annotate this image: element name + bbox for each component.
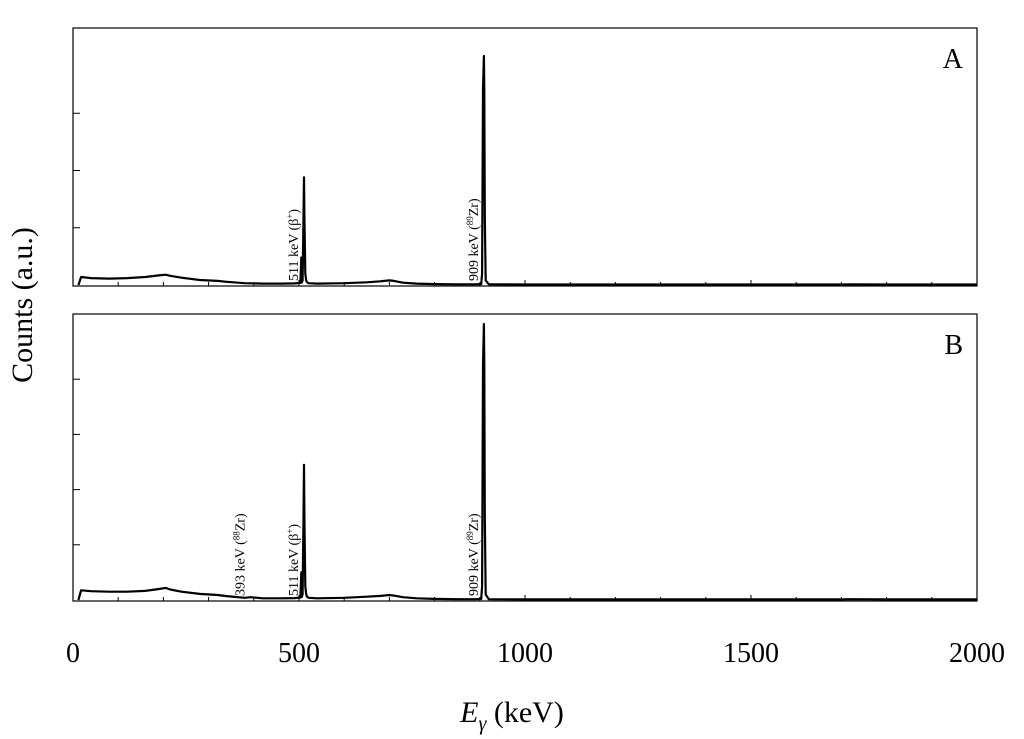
x-tick-label: 0 (66, 638, 80, 669)
x-axis-label-symbol: E (459, 696, 478, 729)
peak-annotation-end: Zr) (467, 513, 482, 531)
panel-label: A (943, 44, 964, 75)
x-axis-tick-labels: 0 500 1000 1500 2000 (66, 638, 1005, 669)
peak-annotation-end: Zr) (234, 513, 249, 531)
peak-annotation-superscript: 88 (232, 531, 242, 541)
peak-annotation-main: 511 keV (β (287, 219, 302, 281)
spectrum-line (77, 322, 977, 601)
plot-frame (72, 313, 978, 602)
peak-annotation-end: ) (287, 209, 302, 214)
x-tick-label: 1500 (723, 638, 779, 669)
peak-annotation-main: 511 keV (β (287, 534, 302, 596)
peak-annotation-end: Zr) (467, 198, 482, 216)
peak-annotation-main: 909 keV ( (467, 225, 482, 281)
peak-annotation: 393 keV (88Zr) (232, 513, 249, 596)
panel-a: A 511 keV (β+) 909 keV (89Zr) (72, 27, 978, 287)
y-axis-label: Counts (a.u.) (6, 227, 39, 383)
peak-annotation: 511 keV (β+) (285, 209, 302, 281)
x-axis-label-subscript: γ (478, 713, 487, 735)
x-axis-label: Eγ (keV) (459, 696, 564, 735)
x-tick-label: 500 (278, 638, 320, 669)
x-tick-label: 1000 (497, 638, 553, 669)
peak-annotation-superscript: + (285, 529, 295, 534)
spectrum-line (77, 54, 977, 286)
plot-frame (72, 27, 978, 287)
peak-annotation-end: ) (287, 524, 302, 529)
peak-annotation-main: 909 keV ( (467, 540, 482, 596)
peak-annotation: 511 keV (β+) (285, 524, 302, 596)
panel-label: B (944, 330, 963, 361)
peak-annotation-superscript: + (285, 214, 295, 219)
x-tick-label: 2000 (949, 638, 1005, 669)
x-axis-label-unit: (keV) (486, 696, 563, 729)
peak-annotation-superscript: 89 (465, 531, 475, 541)
peak-annotation-main: 393 keV ( (234, 540, 249, 596)
peak-annotation-superscript: 89 (465, 216, 475, 226)
peak-annotation: 909 keV (89Zr) (465, 198, 482, 281)
peak-annotation: 909 keV (89Zr) (465, 513, 482, 596)
